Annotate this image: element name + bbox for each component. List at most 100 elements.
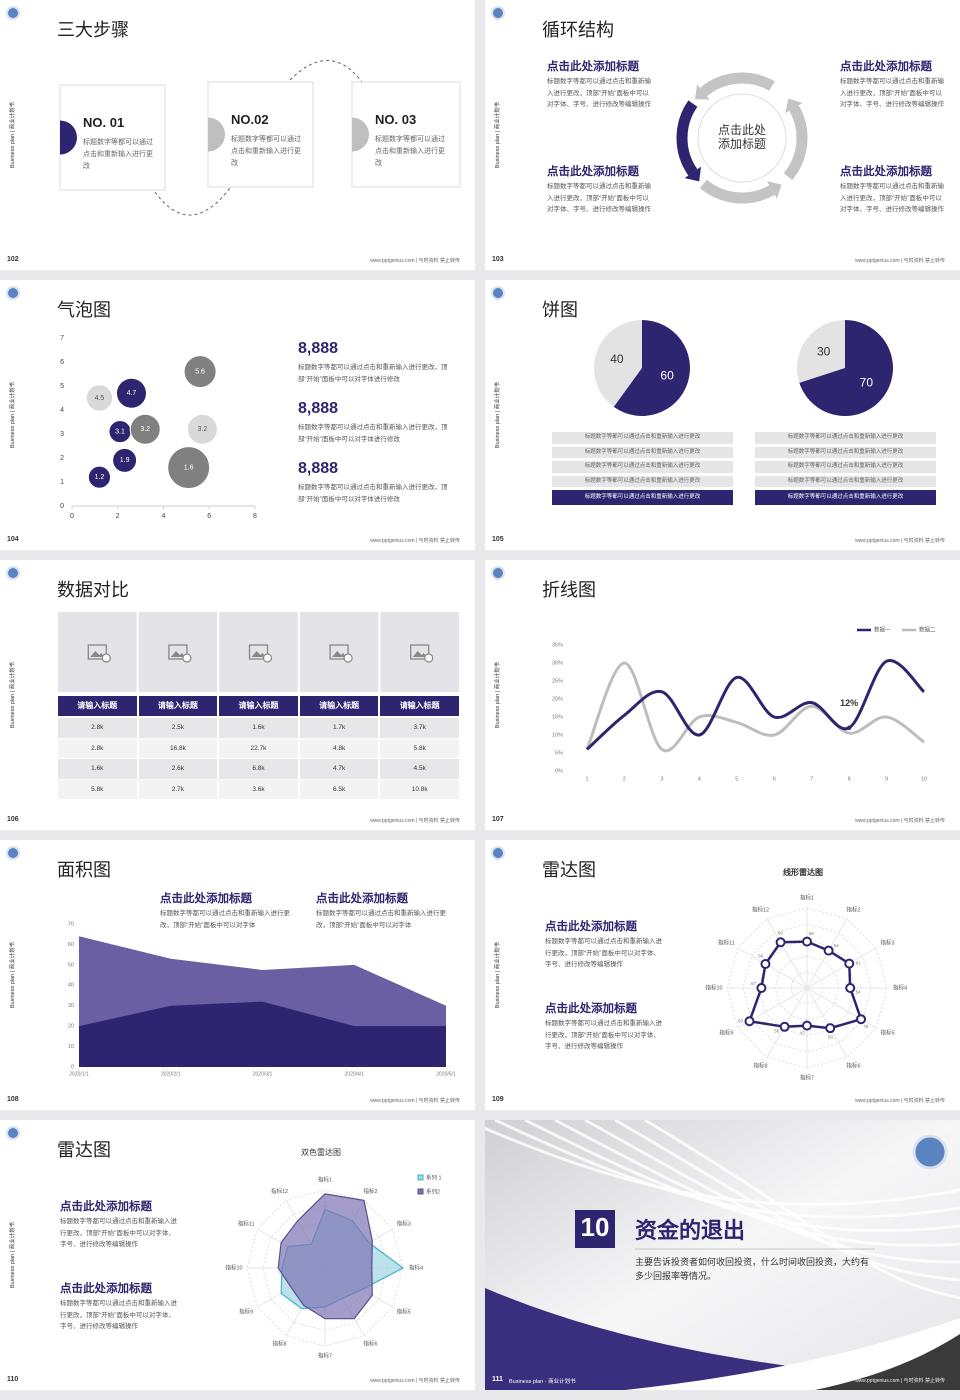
block-text: 标题数字等都可以通过点击和重新输入进行更改，顶部“开始”面板中可以对字体、字号、…	[545, 938, 662, 969]
section-number: 10	[580, 1212, 610, 1242]
slide: 双色雷达图 指标1 指标2 指标3 指标4 指标5 指标6 指标7 指标8 指标9 指标10 指标11…	[0, 1120, 475, 1390]
x-tick-label: 6	[773, 776, 776, 782]
x-tick-label: 2020/1/1	[69, 1071, 89, 1077]
bubble	[115, 377, 147, 409]
step-tab	[208, 117, 225, 152]
page-number: 108	[7, 1096, 19, 1103]
slide: 0 10 20 30 40 50 60 70 2020/1/1 2020/2/1 2020/3/1 2…	[0, 840, 475, 1110]
y-tick-label: 1	[60, 479, 64, 486]
table-cell: 22.7k	[219, 738, 298, 758]
page-number: 104	[7, 536, 19, 543]
image-placeholder	[58, 612, 137, 692]
table-cell: 3.7k	[380, 718, 459, 738]
axis-label: 指标4	[409, 1263, 423, 1271]
page-number: 107	[492, 816, 504, 823]
center-text: 添加标题	[718, 137, 766, 151]
slide-title: 饼图	[542, 300, 578, 320]
block-text: 标题数字等都可以通过点击和重新输入进行更改，顶部“开始”面板中可以对字体、字号、…	[840, 183, 944, 214]
slide: 0% 5% 10% 15% 20% 25% 30% 35% 1 2 3 4 5 6 7 8 9 10 数据一 数据二 1…	[485, 560, 960, 830]
cover-wave-white	[625, 1318, 960, 1390]
logo	[912, 1134, 948, 1170]
cover-wave-dark	[815, 1334, 960, 1390]
side-label: Business plan | 商业计划书	[10, 101, 16, 169]
block-text: 标题数字等都可以通过点击和重新输入进行更改，顶部“开始”面板中可以对字体	[316, 910, 446, 929]
x-tick-label: 10	[921, 776, 927, 782]
step-text: 标题数字等都可以通过点击和重新输入进行更改	[231, 136, 301, 167]
slide-graphics: 0 10 20 30 40 50 60 70 2020/1/1 2020/2/1 2020/3/1 2…	[6, 846, 456, 1077]
slide: 40 60 30 70 饼图 Business plan | 商业计划书 105 www.pp…	[485, 280, 960, 550]
block-text: 标题数字等都可以通过点击和重新输入进行更改，顶部“开始”面板中可以对字体、字号、…	[60, 1218, 177, 1249]
radar-marker	[756, 983, 767, 993]
x-tick-label: 2	[623, 776, 626, 782]
bubble-label: 5.6	[195, 368, 205, 375]
axis-label: 指标2	[846, 906, 860, 914]
y-tick-label: 0%	[555, 768, 563, 774]
table-cell: 2.5k	[138, 718, 218, 738]
table-cell: 1.6k	[219, 718, 298, 738]
section-text: 主要告诉投资者如何收回投资，什么时间收回投资，大约有多少回报率等情况。	[635, 1257, 870, 1281]
data-label: 12%	[840, 698, 858, 708]
bubble	[129, 413, 161, 445]
axis-label: 指标3	[397, 1219, 411, 1227]
side-label: Business plan | 商业计划书	[10, 941, 16, 1009]
image-icon	[410, 644, 430, 660]
pie-item: 标题数字等都可以通过点击和重新输入进行更改	[755, 475, 936, 487]
image-placeholder	[380, 612, 459, 692]
data-label: 54	[834, 943, 840, 948]
axis-label: 指标4	[893, 983, 907, 991]
block-text: 标题数字等都可以通过点击和重新输入进行更改，顶部“开始”面板中可以对字体、字号、…	[545, 1020, 662, 1051]
page-number: 110	[7, 1376, 19, 1383]
legend-label: 数据二	[919, 625, 936, 633]
step-text: 标题数字等都可以通过点击和重新输入进行更改	[375, 136, 445, 167]
radar-marker	[779, 1021, 790, 1032]
radar-marker	[744, 1016, 755, 1027]
spoke	[737, 947, 808, 989]
spoke	[806, 987, 848, 1058]
axis-label: 指标8	[272, 1340, 286, 1348]
bubble	[186, 413, 218, 445]
slide-title: 折线图	[542, 580, 596, 600]
step-number: NO.02	[231, 112, 269, 127]
axis-label: 指标6	[363, 1340, 377, 1348]
table-header: 请输入标题	[138, 696, 218, 716]
slide-graphics	[6, 566, 459, 692]
radar-marker	[802, 1020, 812, 1031]
side-label: Business plan | 商业计划书	[495, 381, 501, 449]
footer-url: www.pptgenius.com | 与时资料 禁止转传	[370, 818, 460, 824]
cover-curve	[554, 1120, 960, 1247]
block-text: 标题数字等都可以通过点击和重新输入进行更改，顶部“开始”面板中可以对字体、字号、…	[547, 183, 651, 214]
chart-title: 线形雷达图	[783, 867, 823, 877]
y-tick-label: 6	[60, 359, 64, 366]
cycle-arc	[699, 72, 775, 97]
block-title: 点击此处添加标题	[60, 1283, 152, 1295]
slide-graphics: 40 60 30 70	[491, 286, 893, 416]
x-tick-label: 2020/3/1	[253, 1071, 273, 1077]
data-label: 66	[778, 930, 784, 935]
bubble-label: 1.2	[95, 474, 105, 481]
page-number: 103	[492, 256, 504, 263]
slide-title: 面积图	[57, 860, 111, 880]
y-tick-label: 35%	[552, 642, 563, 648]
data-label: 60	[758, 954, 764, 959]
legend-swatch	[417, 1174, 424, 1181]
table-cell: 6.8k	[219, 759, 298, 779]
table-cell: 2.8k	[58, 718, 137, 738]
slide-title: 数据对比	[57, 580, 129, 600]
slide: 三大步骤 Business plan | 商业计划书 102 www.pptgeniu…	[0, 0, 475, 270]
pie-slice	[613, 320, 690, 416]
page-number: 106	[7, 816, 19, 823]
footer-url: www.pptgenius.com | 与时资料 禁止转传	[855, 818, 945, 824]
pie-label: 70	[860, 376, 874, 390]
x-tick-label: 8	[848, 776, 851, 782]
y-tick-label: 40	[68, 983, 74, 989]
block-title: 点击此处添加标题	[545, 1003, 637, 1015]
legend-label: 数据一	[874, 625, 891, 633]
image-placeholder	[299, 612, 379, 692]
footer-url: www.pptgenius.com | 与时资料 禁止转传	[370, 258, 460, 264]
table-cell: 5.8k	[380, 738, 459, 758]
stat-value: 8,888	[298, 400, 339, 417]
stat-value: 8,888	[298, 460, 339, 477]
y-tick-label: 25%	[552, 678, 563, 684]
axis-label: 指标5	[881, 1028, 895, 1036]
